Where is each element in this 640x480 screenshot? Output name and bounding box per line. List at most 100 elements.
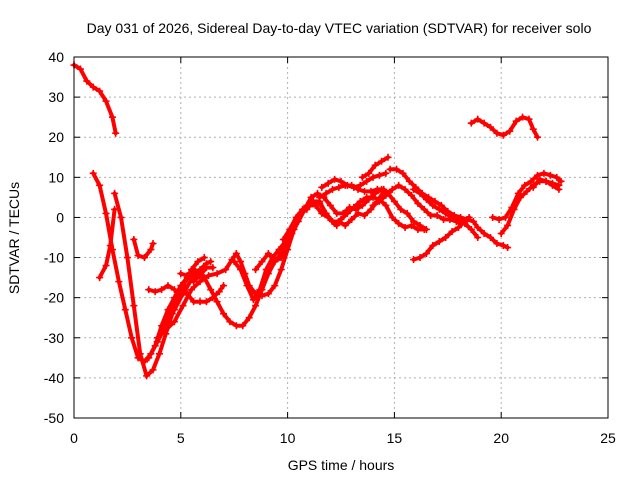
series-arc-10 <box>177 264 217 286</box>
data-point-marker <box>226 318 234 326</box>
data-point-marker <box>440 215 448 223</box>
data-point-marker <box>529 183 537 191</box>
data-point-marker <box>343 209 351 217</box>
data-point-marker <box>493 129 501 137</box>
series-line <box>91 171 197 364</box>
data-point-marker <box>487 234 495 241</box>
data-point-marker <box>555 185 563 193</box>
series-line <box>153 259 213 348</box>
data-point-marker <box>102 97 110 105</box>
data-point-marker <box>469 217 477 225</box>
data-point-marker <box>316 193 324 201</box>
data-point-marker <box>96 274 104 282</box>
data-point-marker <box>232 322 240 330</box>
series-arc-15 <box>318 169 390 191</box>
data-point-marker <box>420 205 428 213</box>
data-point-marker <box>454 223 462 231</box>
x-tick-label: 5 <box>177 430 185 446</box>
data-point-marker <box>307 193 315 201</box>
series-arc-24 <box>529 175 563 193</box>
x-tick-label: 0 <box>70 430 78 446</box>
data-point-marker <box>108 113 116 121</box>
data-point-marker <box>149 366 157 374</box>
data-point-marker <box>194 258 202 266</box>
data-point-marker <box>448 213 456 221</box>
data-point-marker <box>429 201 437 209</box>
data-point-marker <box>271 258 279 266</box>
data-point-marker <box>237 258 245 266</box>
series-arc-11 <box>230 185 386 304</box>
data-point-marker <box>136 350 144 358</box>
chart-title: Day 031 of 2026, Sidereal Day-to-day VTE… <box>87 20 592 36</box>
data-point-marker <box>145 354 153 362</box>
data-point-marker <box>89 83 97 91</box>
data-point-marker <box>177 282 185 290</box>
data-point-marker <box>548 181 556 189</box>
data-point-marker <box>369 173 377 181</box>
data-point-marker <box>187 286 195 294</box>
data-point-marker <box>279 236 287 244</box>
data-point-marker <box>207 286 215 294</box>
data-point-marker <box>326 201 334 209</box>
data-point-marker <box>512 117 520 125</box>
data-point-marker <box>442 209 450 217</box>
series-arc-1 <box>70 61 120 137</box>
data-point-marker <box>540 169 548 177</box>
data-point-marker <box>213 298 221 306</box>
data-point-marker <box>386 165 394 173</box>
data-point-marker <box>534 133 542 141</box>
y-tick-label: 10 <box>48 169 64 185</box>
data-point-marker <box>388 185 396 193</box>
data-point-marker <box>422 225 430 233</box>
data-point-marker <box>467 119 475 127</box>
data-point-marker <box>514 189 522 197</box>
data-point-marker <box>143 372 151 380</box>
data-point-marker <box>454 215 462 223</box>
data-point-marker <box>102 262 110 270</box>
series-line <box>112 191 207 378</box>
data-point-marker <box>401 223 409 231</box>
data-point-marker <box>403 209 411 217</box>
data-point-marker <box>375 171 383 179</box>
data-point-marker <box>435 238 443 246</box>
data-point-marker <box>256 286 264 294</box>
y-tick-label: -50 <box>44 410 64 426</box>
data-point-marker <box>179 302 187 310</box>
data-point-marker <box>435 205 443 213</box>
data-point-marker <box>369 201 377 209</box>
series-arc-16 <box>358 153 392 181</box>
data-point-marker <box>553 173 561 181</box>
data-point-marker <box>179 290 187 298</box>
y-tick-label: 30 <box>48 89 64 105</box>
data-point-marker <box>369 193 377 201</box>
data-point-marker <box>506 127 514 135</box>
data-point-marker <box>324 213 332 221</box>
data-point-marker <box>534 171 542 179</box>
data-point-marker <box>237 266 245 274</box>
x-tick-label: 20 <box>493 430 509 446</box>
y-tick-label: -40 <box>44 370 64 386</box>
data-point-marker <box>200 254 208 262</box>
data-point-marker <box>149 240 157 248</box>
data-point-marker <box>410 217 418 225</box>
data-point-marker <box>322 189 330 197</box>
data-point-marker <box>437 201 445 209</box>
data-point-marker <box>106 242 114 250</box>
data-point-marker <box>489 213 497 221</box>
data-point-marker <box>499 131 507 139</box>
data-point-marker <box>422 250 430 258</box>
data-point-marker <box>557 177 565 185</box>
data-point-marker <box>388 213 396 221</box>
series-arc-20 <box>410 213 473 264</box>
data-point-marker <box>220 282 228 290</box>
data-point-marker <box>467 225 475 233</box>
data-point-marker <box>117 213 125 221</box>
data-point-marker <box>363 177 371 185</box>
data-point-marker <box>140 254 148 262</box>
data-point-marker <box>209 264 217 272</box>
data-point-marker <box>375 197 383 205</box>
data-point-marker <box>382 201 390 209</box>
data-point-marker <box>147 246 155 254</box>
series-arc-19 <box>410 185 482 241</box>
